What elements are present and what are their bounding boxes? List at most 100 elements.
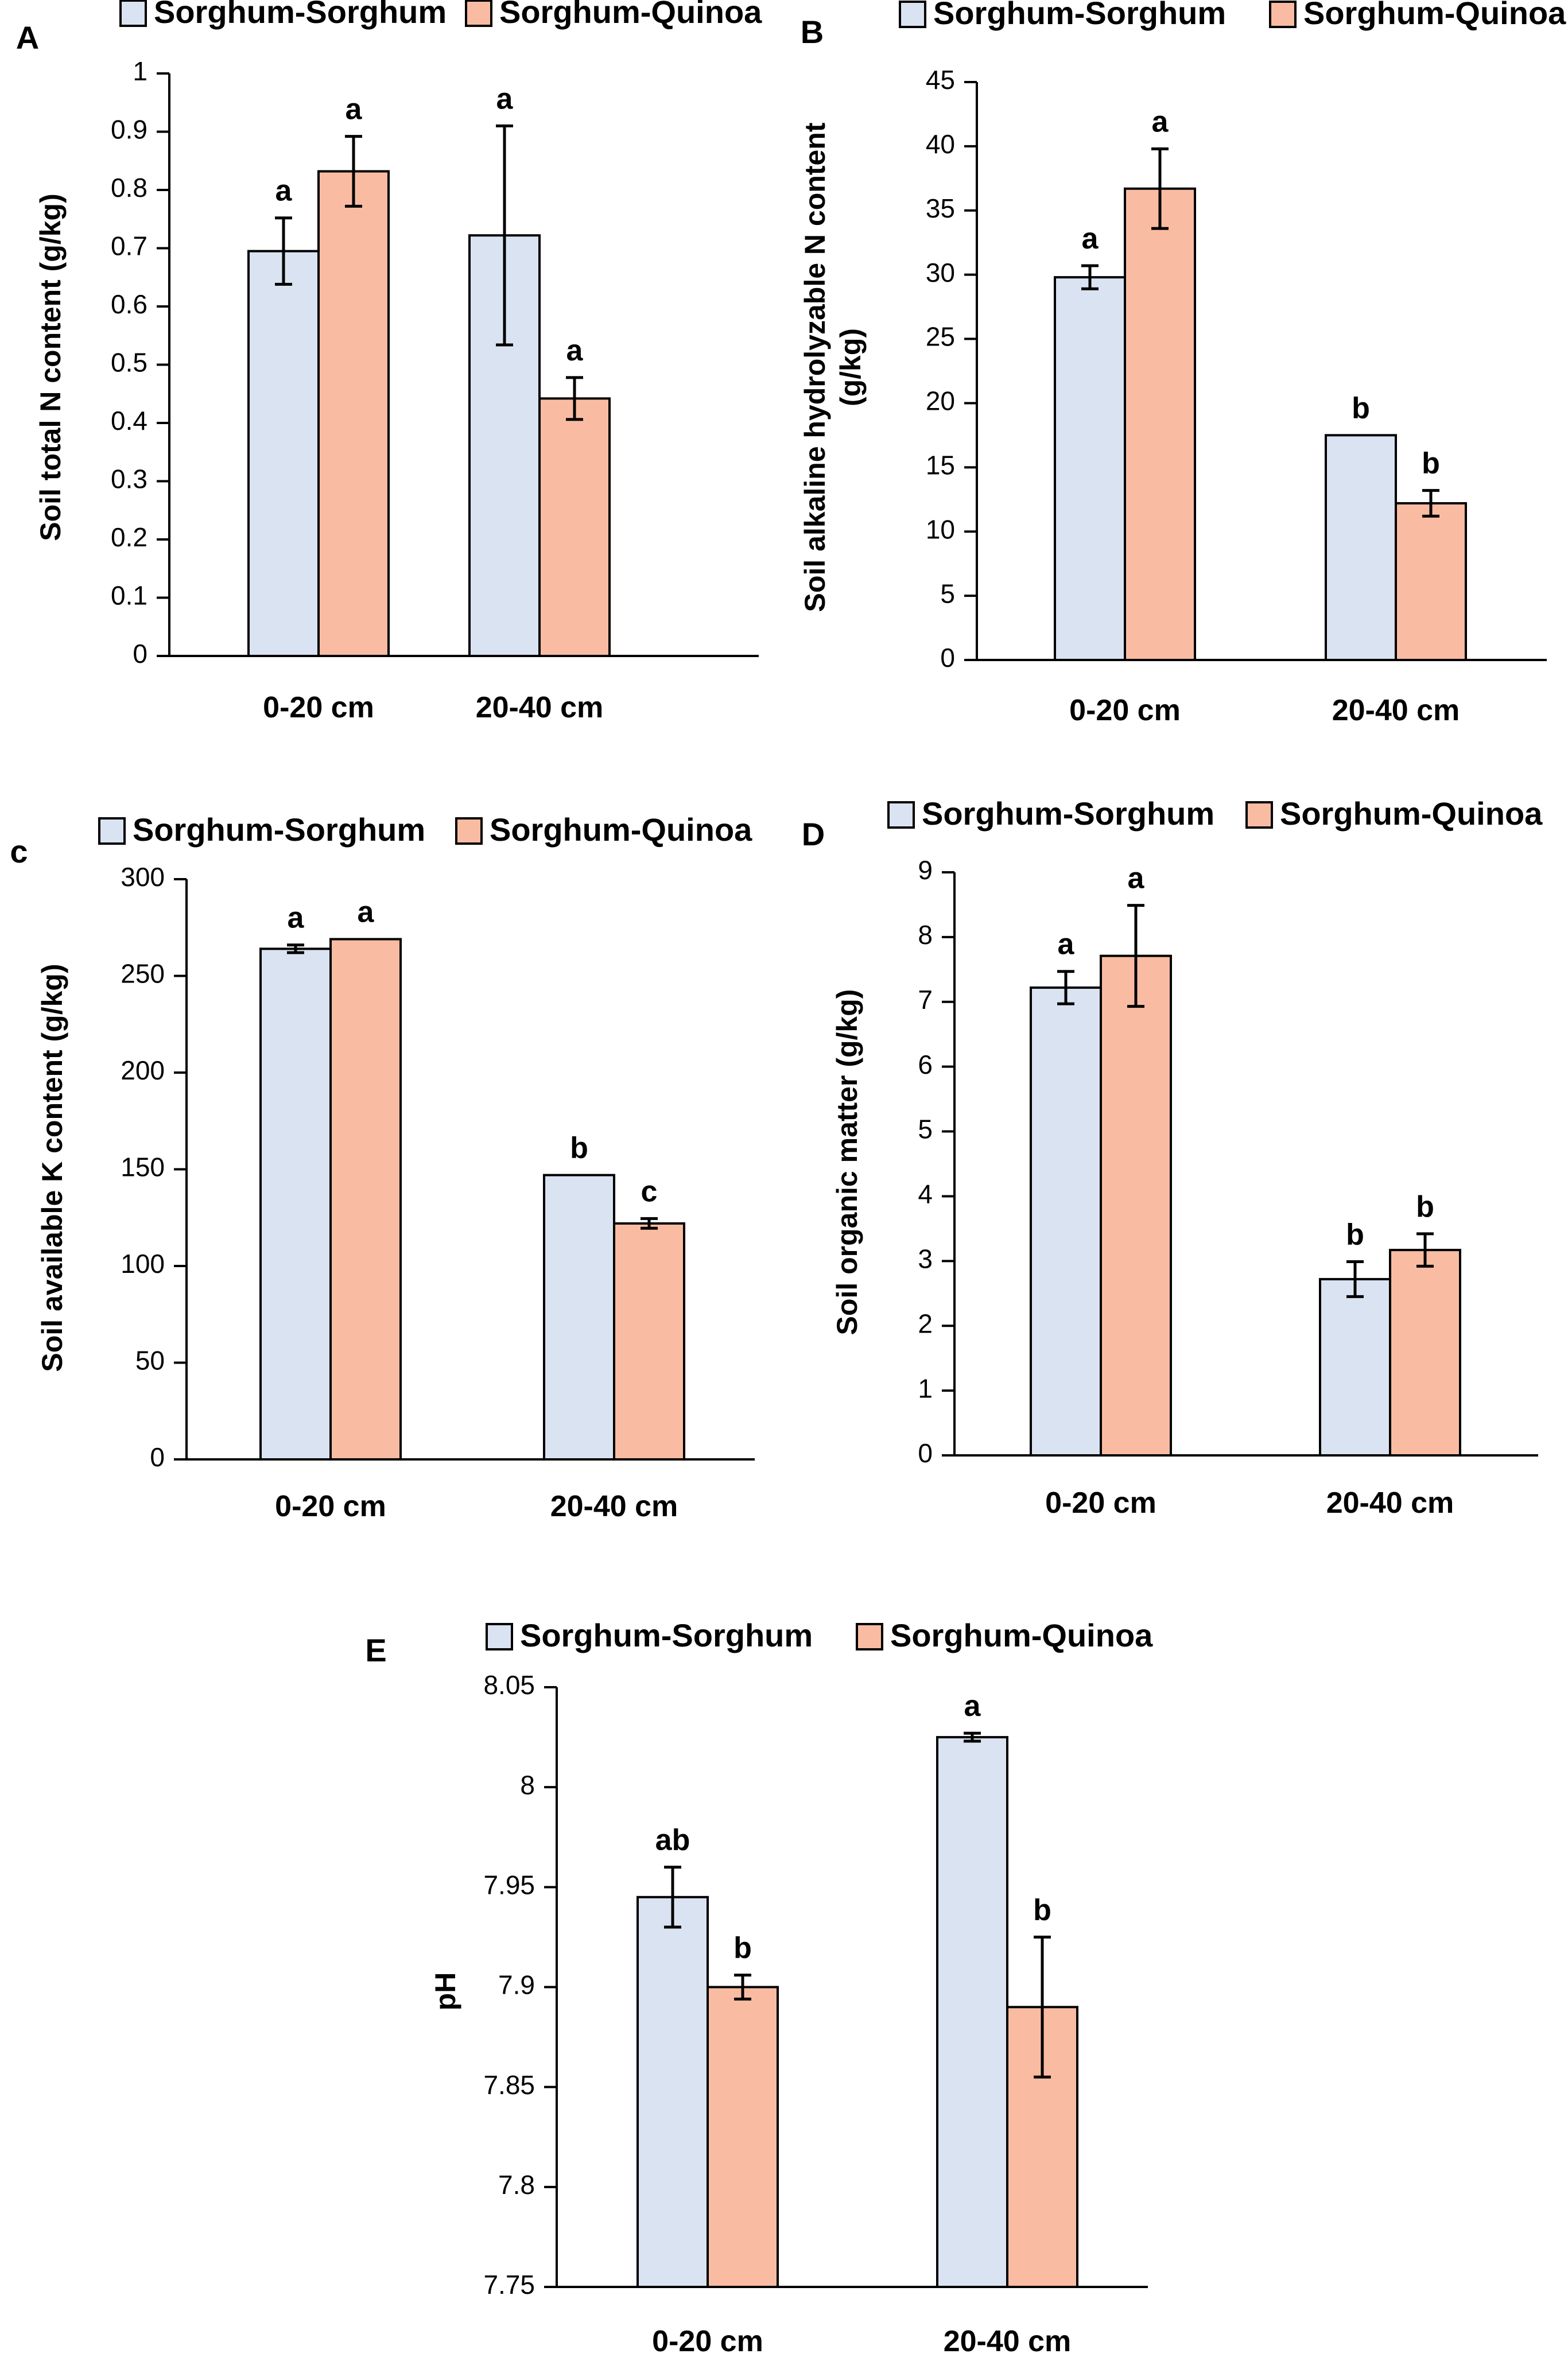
- y-tick-label: 10: [926, 514, 955, 544]
- error-bar: [1422, 489, 1439, 518]
- y-tick-label: 0.9: [111, 115, 148, 145]
- y-tick-label: 6: [918, 1050, 933, 1079]
- significance-letter: a: [496, 82, 514, 115]
- x-category-label: 20-40 cm: [550, 1490, 678, 1523]
- x-category-label: 20-40 cm: [476, 691, 604, 724]
- bar: [1325, 434, 1397, 662]
- bar: [1100, 954, 1172, 1457]
- bar: [613, 1222, 685, 1461]
- legend-label: Sorghum-Quinoa: [890, 1617, 1153, 1653]
- error-bar: [1151, 147, 1169, 230]
- legend-swatch: [1245, 801, 1273, 829]
- y-tick-label: 5: [918, 1114, 933, 1144]
- error-bar: [287, 943, 304, 954]
- significance-letter: b: [1033, 1893, 1051, 1927]
- bar: [538, 397, 611, 657]
- error-bar: [345, 135, 362, 208]
- x-category-label: 0-20 cm: [652, 2325, 763, 2358]
- significance-letter: b: [733, 1932, 752, 1965]
- panel-label: D: [802, 816, 825, 852]
- x-category-label: 0-20 cm: [263, 691, 374, 724]
- y-tick-label: 0.6: [111, 289, 148, 319]
- bar: [1395, 502, 1467, 661]
- error-bar: [664, 1866, 681, 1929]
- error-bar: [1034, 1935, 1051, 2079]
- legend-swatch: [98, 817, 126, 845]
- y-axis-title: Soil alkaline hydrolyzable N content: [799, 122, 831, 612]
- error-bar: [734, 1974, 751, 2001]
- y-tick-label: 4: [918, 1179, 933, 1209]
- panel-label: A: [16, 20, 39, 56]
- legend-label: Sorghum-Sorghum: [520, 1617, 813, 1653]
- error-bar: [1346, 1260, 1364, 1298]
- y-tick-label: 20: [926, 386, 955, 416]
- significance-letter: a: [566, 334, 584, 367]
- error-bar: [566, 376, 583, 421]
- y-tick-label: 200: [121, 1055, 165, 1085]
- y-tick-label: 0.1: [111, 581, 148, 611]
- legend-swatch: [856, 1623, 883, 1650]
- y-tick-label: 0.4: [111, 406, 148, 436]
- x-category-label: 20-40 cm: [1332, 694, 1460, 727]
- significance-letter: b: [1346, 1218, 1364, 1251]
- bar: [329, 938, 402, 1461]
- significance-letter: a: [964, 1690, 981, 1723]
- bar: [543, 1174, 615, 1461]
- legend-swatch: [899, 1, 926, 28]
- y-tick-label: 45: [926, 65, 955, 95]
- error-bar: [1127, 904, 1144, 1008]
- x-category-label: 0-20 cm: [1069, 694, 1181, 727]
- panel-label: E: [365, 1632, 386, 1668]
- y-tick-label: 150: [121, 1152, 165, 1182]
- legend-swatch: [486, 1623, 513, 1650]
- error-bar: [496, 124, 513, 347]
- legend-label: Sorghum-Quinoa: [1303, 0, 1566, 31]
- legend-label: Sorghum-Quinoa: [499, 0, 762, 30]
- legend-swatch: [119, 0, 147, 27]
- significance-letter: b: [1422, 447, 1440, 480]
- panel-a: A Sorghum-Sorghum Sorghum-Quinoa 0 0.1 0.2 0.3…: [16, 0, 762, 724]
- y-tick-label: 7.85: [483, 2070, 535, 2100]
- bar: [1124, 187, 1196, 662]
- bar: [1319, 1277, 1391, 1457]
- x-category-label: 0-20 cm: [275, 1490, 386, 1523]
- significance-letter: a: [1058, 928, 1075, 961]
- legend-swatch: [1269, 1, 1297, 28]
- bar: [936, 1736, 1008, 2288]
- legend-label: Sorghum-Sorghum: [133, 811, 425, 848]
- legend-label: Sorghum-Sorghum: [154, 0, 447, 30]
- y-tick-label: 8.05: [483, 1670, 535, 1700]
- panel-c: c Sorghum-Sorghum Sorghum-Quinoa 0 50 100 150 2…: [10, 811, 755, 1523]
- y-tick-label: 30: [926, 258, 955, 288]
- y-tick-label: 0: [918, 1438, 933, 1468]
- x-category-label: 0-20 cm: [1045, 1486, 1156, 1520]
- significance-letter: b: [570, 1132, 588, 1165]
- significance-letter: c: [641, 1175, 658, 1208]
- bar: [1389, 1249, 1461, 1457]
- y-tick-label: 9: [918, 855, 933, 885]
- y-tick-label: 35: [926, 193, 955, 223]
- panel-label: c: [10, 833, 28, 869]
- y-tick-label: 7.9: [498, 1970, 535, 2000]
- significance-letter: ab: [655, 1824, 690, 1857]
- y-tick-label: 1: [918, 1373, 933, 1403]
- y-tick-label: 0.2: [111, 522, 148, 552]
- panel-label: B: [801, 14, 824, 50]
- y-tick-label: 300: [121, 862, 165, 892]
- y-tick-label: 0.5: [111, 348, 148, 378]
- y-tick-label: 0: [133, 639, 148, 669]
- error-bar: [964, 1731, 981, 1743]
- significance-letter: a: [1128, 862, 1145, 895]
- legend-label: Sorghum-Sorghum: [922, 795, 1214, 832]
- y-axis-title: (g/kg): [835, 328, 867, 406]
- significance-letter: a: [346, 93, 363, 126]
- y-axis-title: Soil organic matter (g/kg): [831, 989, 863, 1335]
- panel-d: D Sorghum-Sorghum Sorghum-Quinoa 0 1 2 3 4 5 6 7 8 9…: [802, 795, 1543, 1520]
- error-bar: [275, 216, 292, 286]
- y-axis-title: Soil total N content (g/kg): [34, 193, 67, 541]
- y-tick-label: 7.95: [483, 1870, 535, 1900]
- y-tick-label: 1: [133, 56, 148, 86]
- significance-letter: a: [288, 902, 305, 935]
- y-tick-label: 7: [918, 985, 933, 1015]
- error-bar: [1416, 1232, 1434, 1268]
